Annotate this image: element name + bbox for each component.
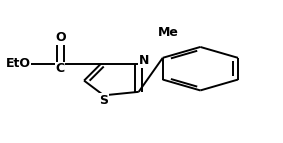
- Text: O: O: [55, 31, 66, 44]
- Text: C: C: [56, 62, 65, 75]
- Text: EtO: EtO: [6, 57, 31, 70]
- Text: S: S: [99, 94, 108, 107]
- Text: N: N: [139, 54, 149, 67]
- Text: Me: Me: [158, 26, 179, 39]
